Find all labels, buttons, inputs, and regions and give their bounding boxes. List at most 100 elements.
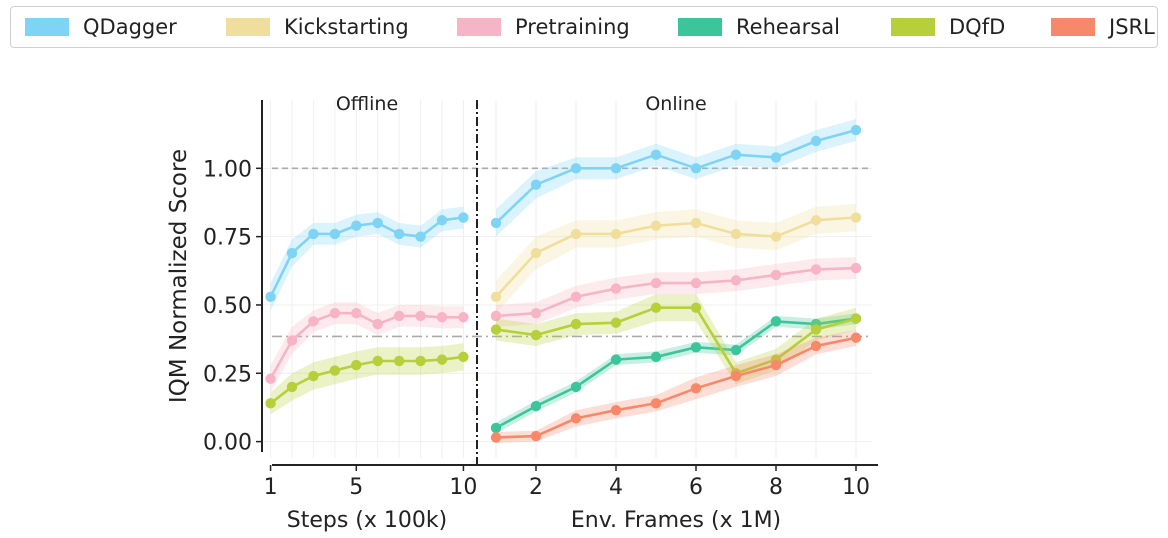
- data-point-dqfd: [436, 354, 448, 365]
- data-point-pretraining: [458, 312, 469, 323]
- data-point-rehearsal: [730, 344, 742, 356]
- data-point-dqfd: [372, 355, 383, 367]
- x-tick-label: 6: [689, 475, 703, 500]
- series-line-online-kickstarting: [495, 216, 857, 298]
- series-line-offline-pretraining: [269, 311, 464, 380]
- data-point-jsrl: [490, 432, 502, 443]
- data-point-rehearsal: [490, 422, 502, 434]
- data-point-pretraining: [530, 307, 542, 319]
- data-point-rehearsal: [610, 354, 622, 365]
- series-line-online-pretraining: [495, 266, 857, 318]
- legend-item-rehearsal: Rehearsal: [678, 13, 840, 41]
- data-point-pretraining: [650, 277, 662, 289]
- data-point-kickstarting: [770, 231, 782, 242]
- legend-label: DQfD: [949, 15, 1006, 39]
- data-point-pretraining: [490, 310, 502, 322]
- data-point-pretraining: [770, 269, 782, 281]
- data-point-rehearsal: [690, 342, 702, 353]
- data-point-pretraining: [730, 275, 742, 286]
- data-point-pretraining: [610, 283, 622, 294]
- series-line-offline-qdagger: [269, 216, 464, 298]
- legend-swatch: [891, 18, 935, 36]
- data-point-qdagger: [308, 228, 319, 240]
- band-online-dqfd: [496, 294, 856, 385]
- data-point-qdagger: [650, 149, 662, 160]
- data-point-pretraining: [850, 262, 862, 274]
- data-point-qdagger: [329, 228, 341, 240]
- band-online-pretraining: [496, 257, 856, 327]
- legend: QDagger Kickstarting Pretraining Rehearsal D…: [10, 6, 1158, 48]
- y-tick-label: 0.75: [203, 226, 252, 251]
- data-point-qdagger: [415, 231, 426, 242]
- data-point-rehearsal: [570, 381, 582, 393]
- legend-swatch: [25, 18, 69, 36]
- data-point-jsrl: [690, 383, 702, 394]
- data-point-jsrl: [770, 359, 782, 371]
- legend-item-kickstarting: Kickstarting: [226, 13, 409, 41]
- y-tick-label: 0.25: [203, 362, 252, 387]
- data-point-jsrl: [650, 398, 662, 409]
- panel-title: Online: [645, 93, 706, 115]
- data-point-dqfd: [286, 381, 298, 393]
- data-point-qdagger: [530, 179, 542, 190]
- series-line-online-rehearsal: [495, 317, 857, 430]
- legend-item-jsrl: JSRL: [1051, 13, 1155, 41]
- panel-title: Offline: [336, 93, 398, 115]
- x-tick-label: 8: [769, 475, 783, 500]
- data-point-qdagger: [810, 135, 822, 147]
- data-point-dqfd: [415, 355, 426, 367]
- data-point-rehearsal: [650, 351, 662, 363]
- data-point-pretraining: [415, 310, 426, 322]
- data-point-qdagger: [393, 228, 405, 240]
- data-point-kickstarting: [850, 212, 862, 223]
- data-point-dqfd: [810, 324, 822, 335]
- data-point-qdagger: [372, 217, 383, 229]
- data-point-dqfd: [458, 351, 469, 363]
- series-line-offline-dqfd: [269, 355, 464, 405]
- x-tick-label: 5: [349, 475, 363, 500]
- data-point-pretraining: [690, 277, 702, 289]
- data-point-pretraining: [351, 307, 362, 319]
- data-point-qdagger: [286, 247, 298, 259]
- x-axis-label: Steps (x 100k): [287, 508, 447, 533]
- series-line-online-jsrl: [495, 336, 857, 439]
- data-point-pretraining: [570, 291, 582, 302]
- data-point-jsrl: [810, 340, 822, 352]
- data-point-rehearsal: [530, 400, 542, 412]
- x-tick-label: 1: [264, 475, 278, 500]
- x-tick-label: 4: [609, 475, 623, 500]
- data-point-qdagger: [436, 215, 448, 226]
- data-point-pretraining: [372, 318, 383, 330]
- legend-label: Rehearsal: [736, 15, 840, 39]
- data-point-pretraining: [329, 307, 341, 319]
- data-point-rehearsal: [770, 316, 782, 327]
- data-point-dqfd: [351, 359, 362, 371]
- series-line-online-qdagger: [495, 128, 857, 224]
- data-point-kickstarting: [690, 217, 702, 229]
- band-offline-qdagger: [270, 206, 464, 311]
- data-point-kickstarting: [610, 228, 622, 240]
- y-tick-label: 0.50: [203, 294, 252, 319]
- legend-swatch: [457, 18, 501, 36]
- band-online-jsrl: [496, 329, 856, 443]
- data-point-jsrl: [730, 370, 742, 382]
- legend-label: QDagger: [83, 15, 177, 39]
- band-offline-dqfd: [270, 343, 464, 415]
- data-point-pretraining: [286, 335, 298, 346]
- data-point-dqfd: [610, 317, 622, 328]
- data-point-dqfd: [393, 355, 405, 367]
- data-point-pretraining: [308, 316, 319, 327]
- legend-swatch: [678, 18, 722, 36]
- data-point-qdagger: [770, 152, 782, 163]
- data-point-kickstarting: [650, 220, 662, 231]
- data-point-dqfd: [490, 324, 502, 335]
- data-point-qdagger: [850, 124, 862, 136]
- data-point-dqfd: [690, 302, 702, 313]
- data-point-dqfd: [329, 365, 341, 376]
- data-point-pretraining: [265, 373, 276, 384]
- data-point-dqfd: [650, 302, 662, 313]
- x-tick-label: 10: [842, 475, 870, 500]
- data-point-qdagger: [690, 163, 702, 174]
- legend-swatch: [226, 18, 270, 36]
- series-line-online-dqfd: [495, 306, 857, 375]
